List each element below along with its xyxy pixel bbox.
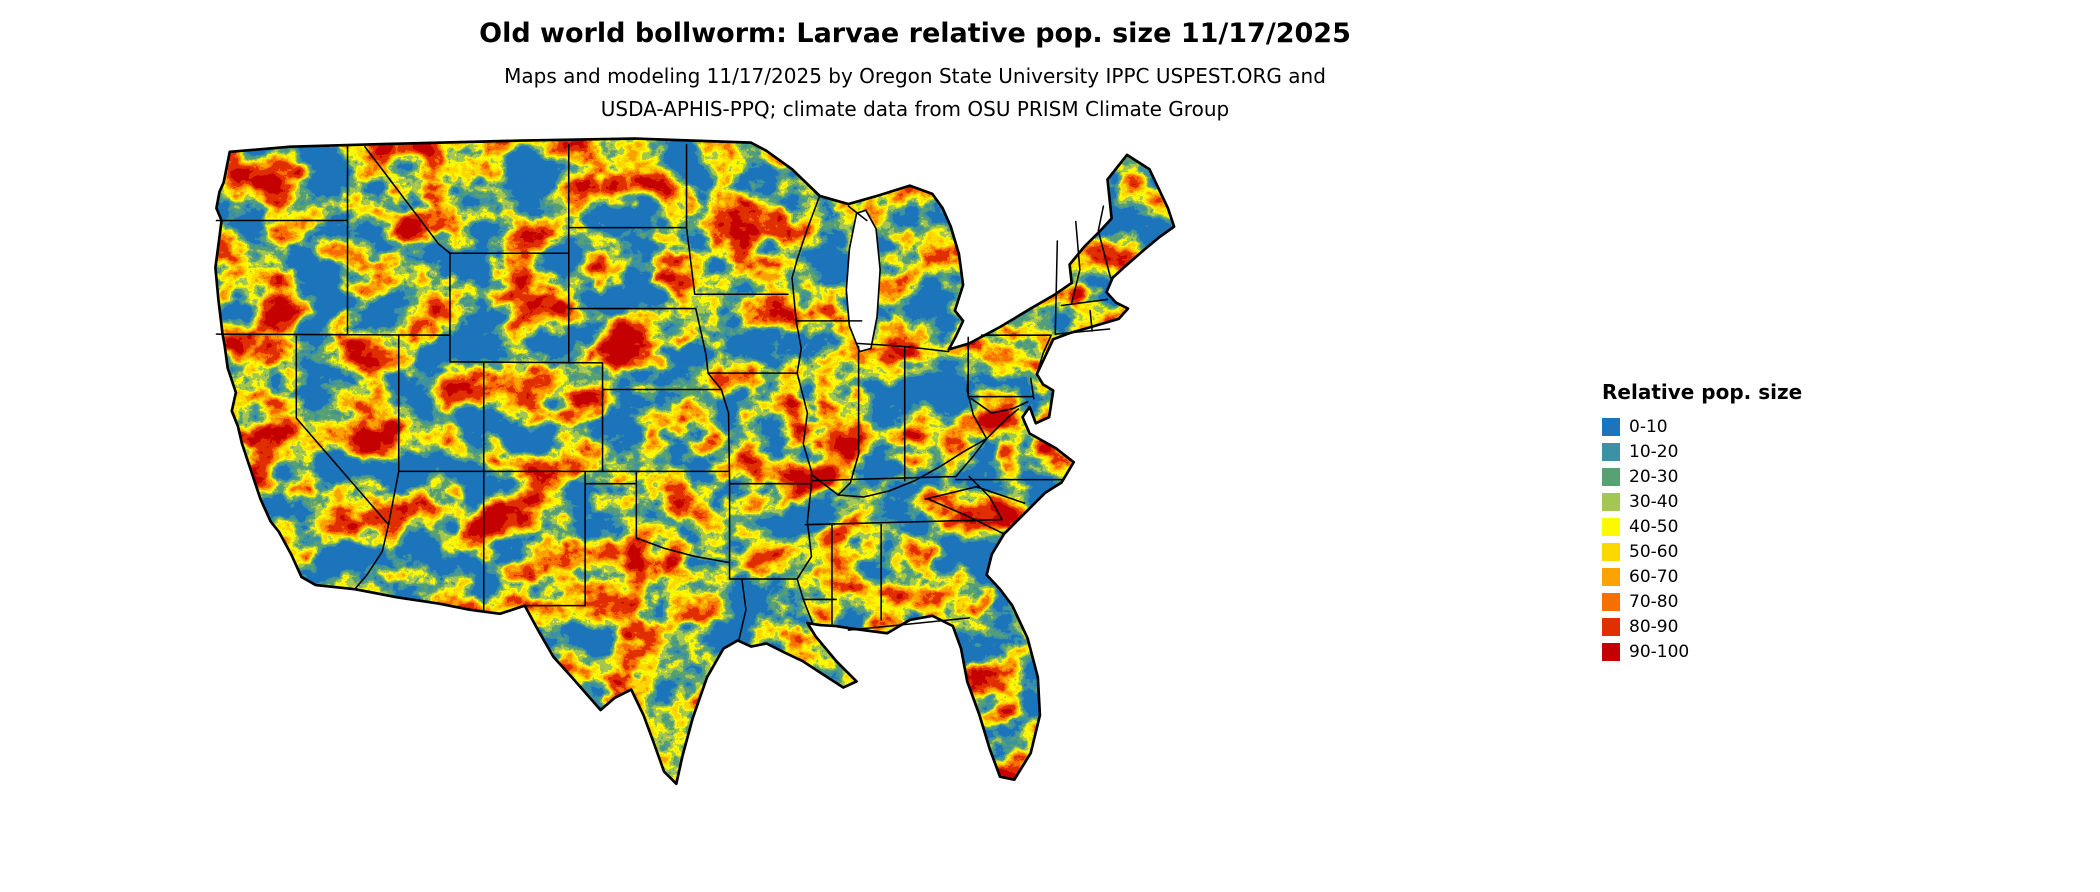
map-subtitle-line1: Maps and modeling 11/17/2025 by Oregon S…: [504, 64, 1326, 88]
legend-item: 60-70: [1602, 564, 1862, 589]
legend-label: 0-10: [1629, 416, 1668, 437]
lake-michigan: [845, 209, 881, 353]
legend-swatch: [1602, 617, 1620, 636]
legend: Relative pop. size 0-10 10-20 20-30 30-40 40…: [1602, 380, 1862, 664]
legend-label: 50-60: [1629, 541, 1679, 562]
legend-swatch: [1602, 417, 1620, 436]
legend-label: 20-30: [1629, 466, 1679, 487]
legend-label: 60-70: [1629, 566, 1679, 587]
legend-label: 80-90: [1629, 616, 1679, 637]
legend-item: 20-30: [1602, 464, 1862, 489]
us-outline: [214, 137, 1176, 786]
legend-label: 40-50: [1629, 516, 1679, 537]
legend-items: 0-10 10-20 20-30 30-40 40-50 50-60 60-70 70-80 8…: [1602, 414, 1862, 664]
legend-item: 70-80: [1602, 589, 1862, 614]
legend-label: 70-80: [1629, 591, 1679, 612]
state-borders: [215, 143, 1112, 642]
map-subtitle-line2: USDA-APHIS-PPQ; climate data from OSU PR…: [600, 97, 1230, 121]
legend-label: 10-20: [1629, 441, 1679, 462]
legend-swatch: [1602, 642, 1620, 661]
us-raster-fill: [215, 138, 1175, 784]
legend-label: 90-100: [1629, 641, 1690, 662]
legend-item: 30-40: [1602, 489, 1862, 514]
us-map: [192, 116, 1177, 792]
legend-swatch: [1602, 592, 1620, 611]
legend-item: 50-60: [1602, 539, 1862, 564]
legend-item: 0-10: [1602, 414, 1862, 439]
legend-swatch: [1602, 542, 1620, 561]
legend-item: 40-50: [1602, 514, 1862, 539]
map-subtitle: Maps and modeling 11/17/2025 by Oregon S…: [0, 60, 1830, 126]
legend-swatch: [1602, 467, 1620, 486]
legend-swatch: [1602, 567, 1620, 586]
legend-title: Relative pop. size: [1602, 380, 1803, 404]
legend-label: 30-40: [1629, 491, 1679, 512]
legend-item: 80-90: [1602, 614, 1862, 639]
map-title: Old world bollworm: Larvae relative pop.…: [479, 18, 1351, 49]
legend-swatch: [1602, 492, 1620, 511]
legend-item: 10-20: [1602, 439, 1862, 464]
legend-item: 90-100: [1602, 639, 1862, 664]
legend-swatch: [1602, 517, 1620, 536]
legend-swatch: [1602, 442, 1620, 461]
